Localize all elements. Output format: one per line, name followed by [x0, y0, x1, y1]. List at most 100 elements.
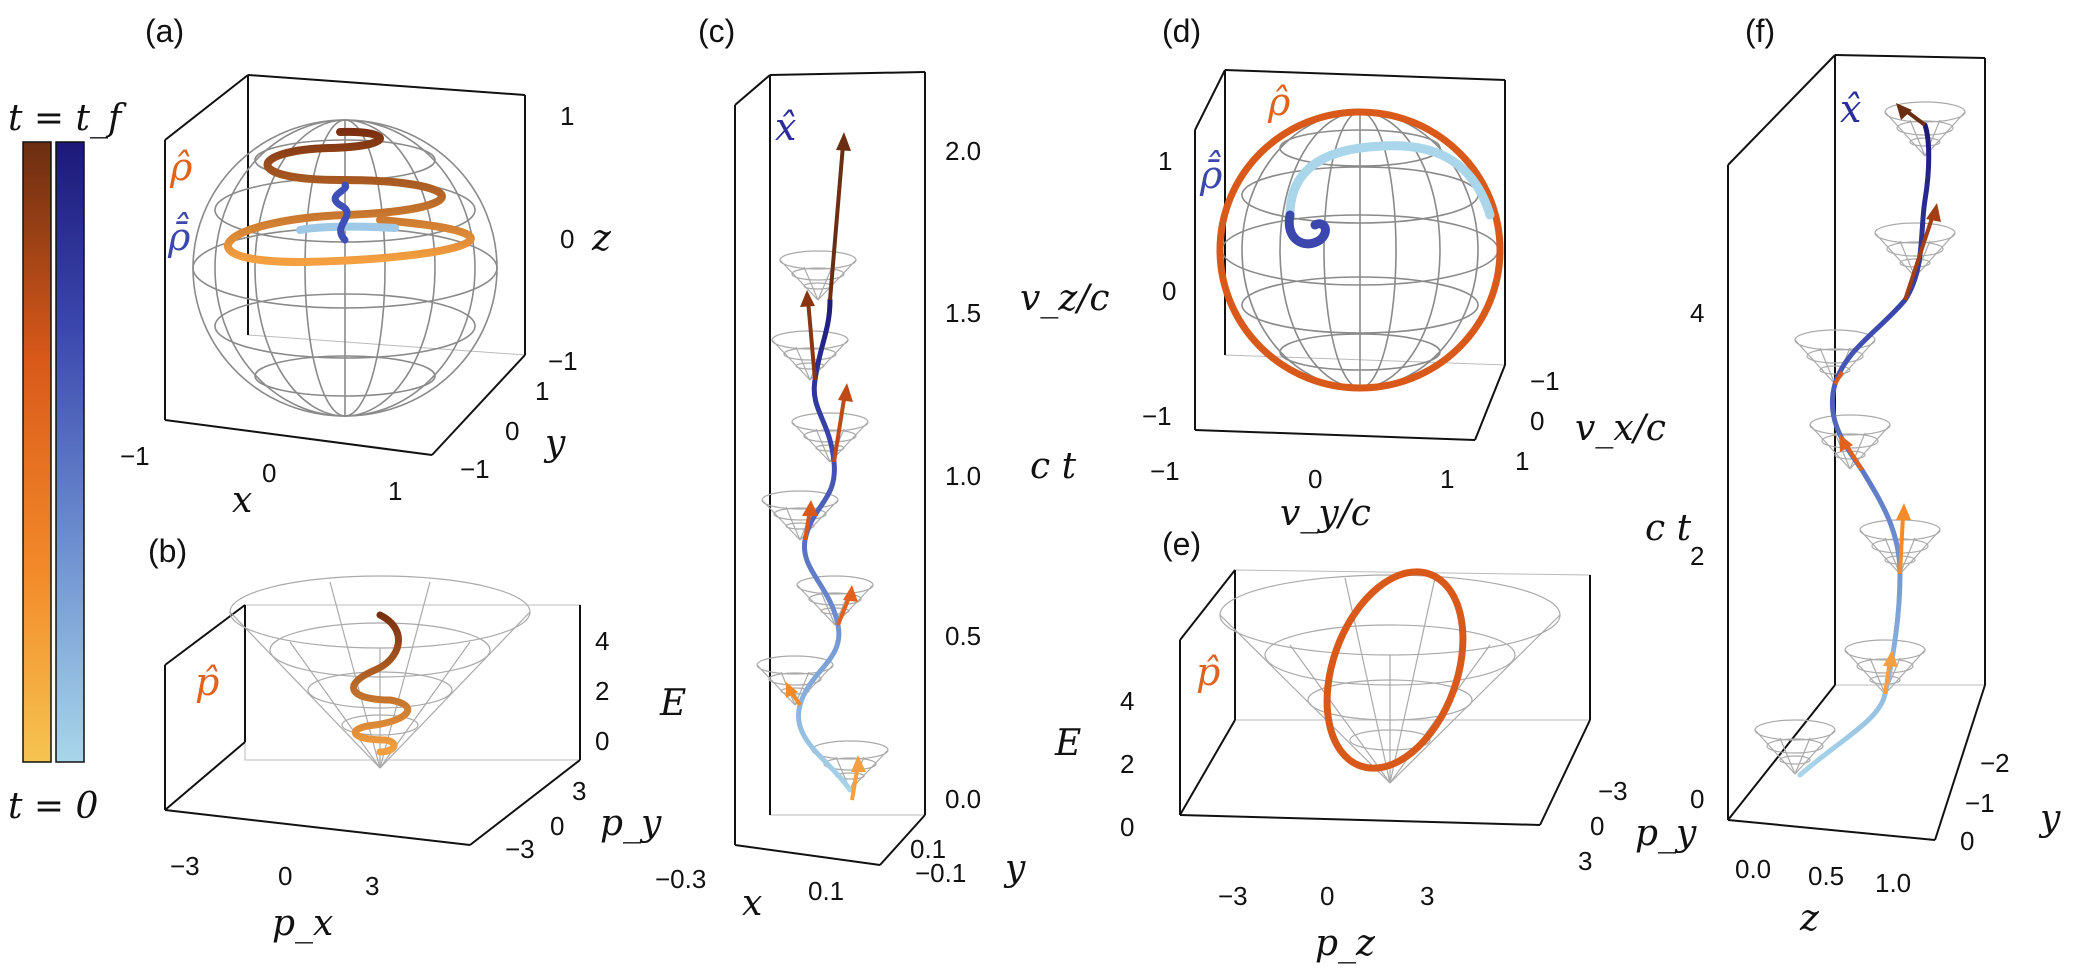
x-tick: 0 — [278, 861, 292, 891]
colorbar-orange-strip — [22, 141, 52, 763]
x-symbol: x̂ — [1840, 87, 1861, 131]
y-axis-label: v_x/c — [1575, 408, 1666, 449]
wireframe-sphere — [192, 119, 498, 417]
x-tick: 1.0 — [1875, 868, 1911, 898]
x-tick: 1 — [388, 476, 402, 506]
y-tick: 1 — [1515, 446, 1529, 476]
x-tick: 0.1 — [808, 876, 844, 906]
y-tick: 0.1 — [910, 834, 946, 864]
y-axis-label: p_y — [600, 803, 662, 844]
ct-tick: 1.0 — [945, 461, 981, 491]
ct-axis-label: c t — [1645, 508, 1692, 549]
z-tick: 4 — [595, 626, 609, 656]
x-tick: −0.3 — [655, 864, 706, 894]
ct-tick: 0.0 — [945, 784, 981, 814]
y-axis-label: p_y — [1635, 813, 1697, 854]
x-tick: 0.5 — [1808, 861, 1844, 891]
z-axis-label: v_z/c — [1020, 278, 1110, 319]
wireframe-cone — [1219, 574, 1561, 784]
y-tick: 1 — [535, 376, 549, 406]
p-symbol: p̂ — [1196, 650, 1220, 694]
y-tick: 0 — [1590, 811, 1604, 841]
z-axis-label: E — [659, 683, 686, 724]
axes-box — [164, 74, 526, 456]
y-tick: 3 — [1578, 846, 1592, 876]
colorbar: t = t_f t = 0 — [8, 98, 127, 827]
y-tick: 3 — [572, 776, 586, 806]
rho-symbol: ρ̂ — [1267, 80, 1291, 124]
x-tick: 0.0 — [1735, 854, 1771, 884]
panel-label: (b) — [148, 533, 187, 569]
x-axis-label: x — [742, 883, 762, 924]
x-tick: 0 — [1308, 464, 1322, 494]
light-cones — [756, 250, 889, 791]
y-tick: 0 — [1530, 406, 1544, 436]
light-cones — [1754, 101, 1966, 775]
x-tick: −1 — [120, 441, 150, 471]
y-axis-label: y — [2038, 798, 2061, 839]
p-symbol: p̂ — [195, 660, 219, 704]
x-tick: 0 — [1320, 881, 1334, 911]
x-tick: −3 — [170, 851, 200, 881]
panel-f: (f) x̂ — [1645, 13, 2061, 939]
panel-label: (c) — [698, 13, 735, 49]
z-tick: 0 — [1162, 276, 1176, 306]
p-trajectory — [350, 611, 412, 756]
x-axis-label: p_x — [272, 903, 333, 944]
colorbar-top-label: t = t_f — [8, 98, 127, 139]
y-tick: −1 — [1965, 788, 1995, 818]
rhobar-symbol: ρ̄̂ — [1199, 151, 1223, 197]
z-tick: 4 — [1120, 686, 1134, 716]
y-tick: −1 — [460, 454, 490, 484]
z-tick: 0 — [1120, 812, 1134, 842]
axes-box — [164, 604, 581, 846]
p-trajectory — [1323, 568, 1467, 772]
momentum-arrows — [1833, 103, 1941, 695]
colorbar-bottom-label: t = 0 — [8, 786, 98, 827]
rhobar-symbol: ρ̄̂ — [167, 213, 191, 259]
ct-tick: 0 — [1690, 784, 1704, 814]
x-axis-label: p_z — [1315, 923, 1376, 964]
z-tick: −1 — [548, 346, 578, 376]
x-tick: −1 — [1150, 456, 1180, 486]
x-symbol: x̂ — [775, 105, 796, 149]
x-tick: 3 — [365, 871, 379, 901]
z-tick: 0 — [560, 224, 574, 254]
panel-label: (f) — [1745, 13, 1775, 49]
z-tick: 2 — [595, 676, 609, 706]
ct-tick: 0.5 — [945, 621, 981, 651]
x-tick: 1 — [1440, 464, 1454, 494]
ct-tick: 1.5 — [945, 298, 981, 328]
axes-box — [734, 71, 926, 866]
x-axis-label: x — [232, 480, 252, 521]
panel-c: (c) — [655, 13, 1077, 924]
z-tick: 1 — [1158, 146, 1172, 176]
rho-symbol: ρ̂ — [169, 145, 193, 189]
panel-a: (a) — [120, 13, 612, 521]
y-tick: −3 — [505, 834, 535, 864]
y-tick: 0 — [550, 811, 564, 841]
y-axis-label: y — [1003, 848, 1026, 889]
panel-e: (e) p̂ 4 2 0 E −3 — [1054, 526, 1697, 964]
momentum-arrows — [786, 132, 866, 801]
panel-label: (e) — [1162, 526, 1201, 562]
axes-box — [1727, 54, 1986, 841]
z-tick: 2 — [1120, 749, 1134, 779]
x-tick: 0 — [262, 458, 276, 488]
y-tick: −2 — [1980, 748, 2010, 778]
z-tick: 0 — [595, 726, 609, 756]
y-tick: −1 — [1530, 366, 1560, 396]
x-tick: 3 — [1420, 881, 1434, 911]
y-tick: −0.1 — [915, 858, 966, 888]
x-axis-label: v_y/c — [1280, 493, 1371, 534]
ct-axis-label: c t — [1030, 446, 1077, 487]
z-tick: 1 — [560, 101, 574, 131]
rho-trajectory — [1216, 108, 1504, 392]
ct-tick: 2 — [1690, 541, 1704, 571]
colorbar-blue-strip — [55, 141, 85, 763]
panel-label: (a) — [145, 13, 184, 49]
rho-trajectory — [224, 127, 475, 267]
panel-d: (d) ρ̂ ρ̄̂ — [1020, 13, 1666, 534]
ct-tick: 2.0 — [945, 136, 981, 166]
